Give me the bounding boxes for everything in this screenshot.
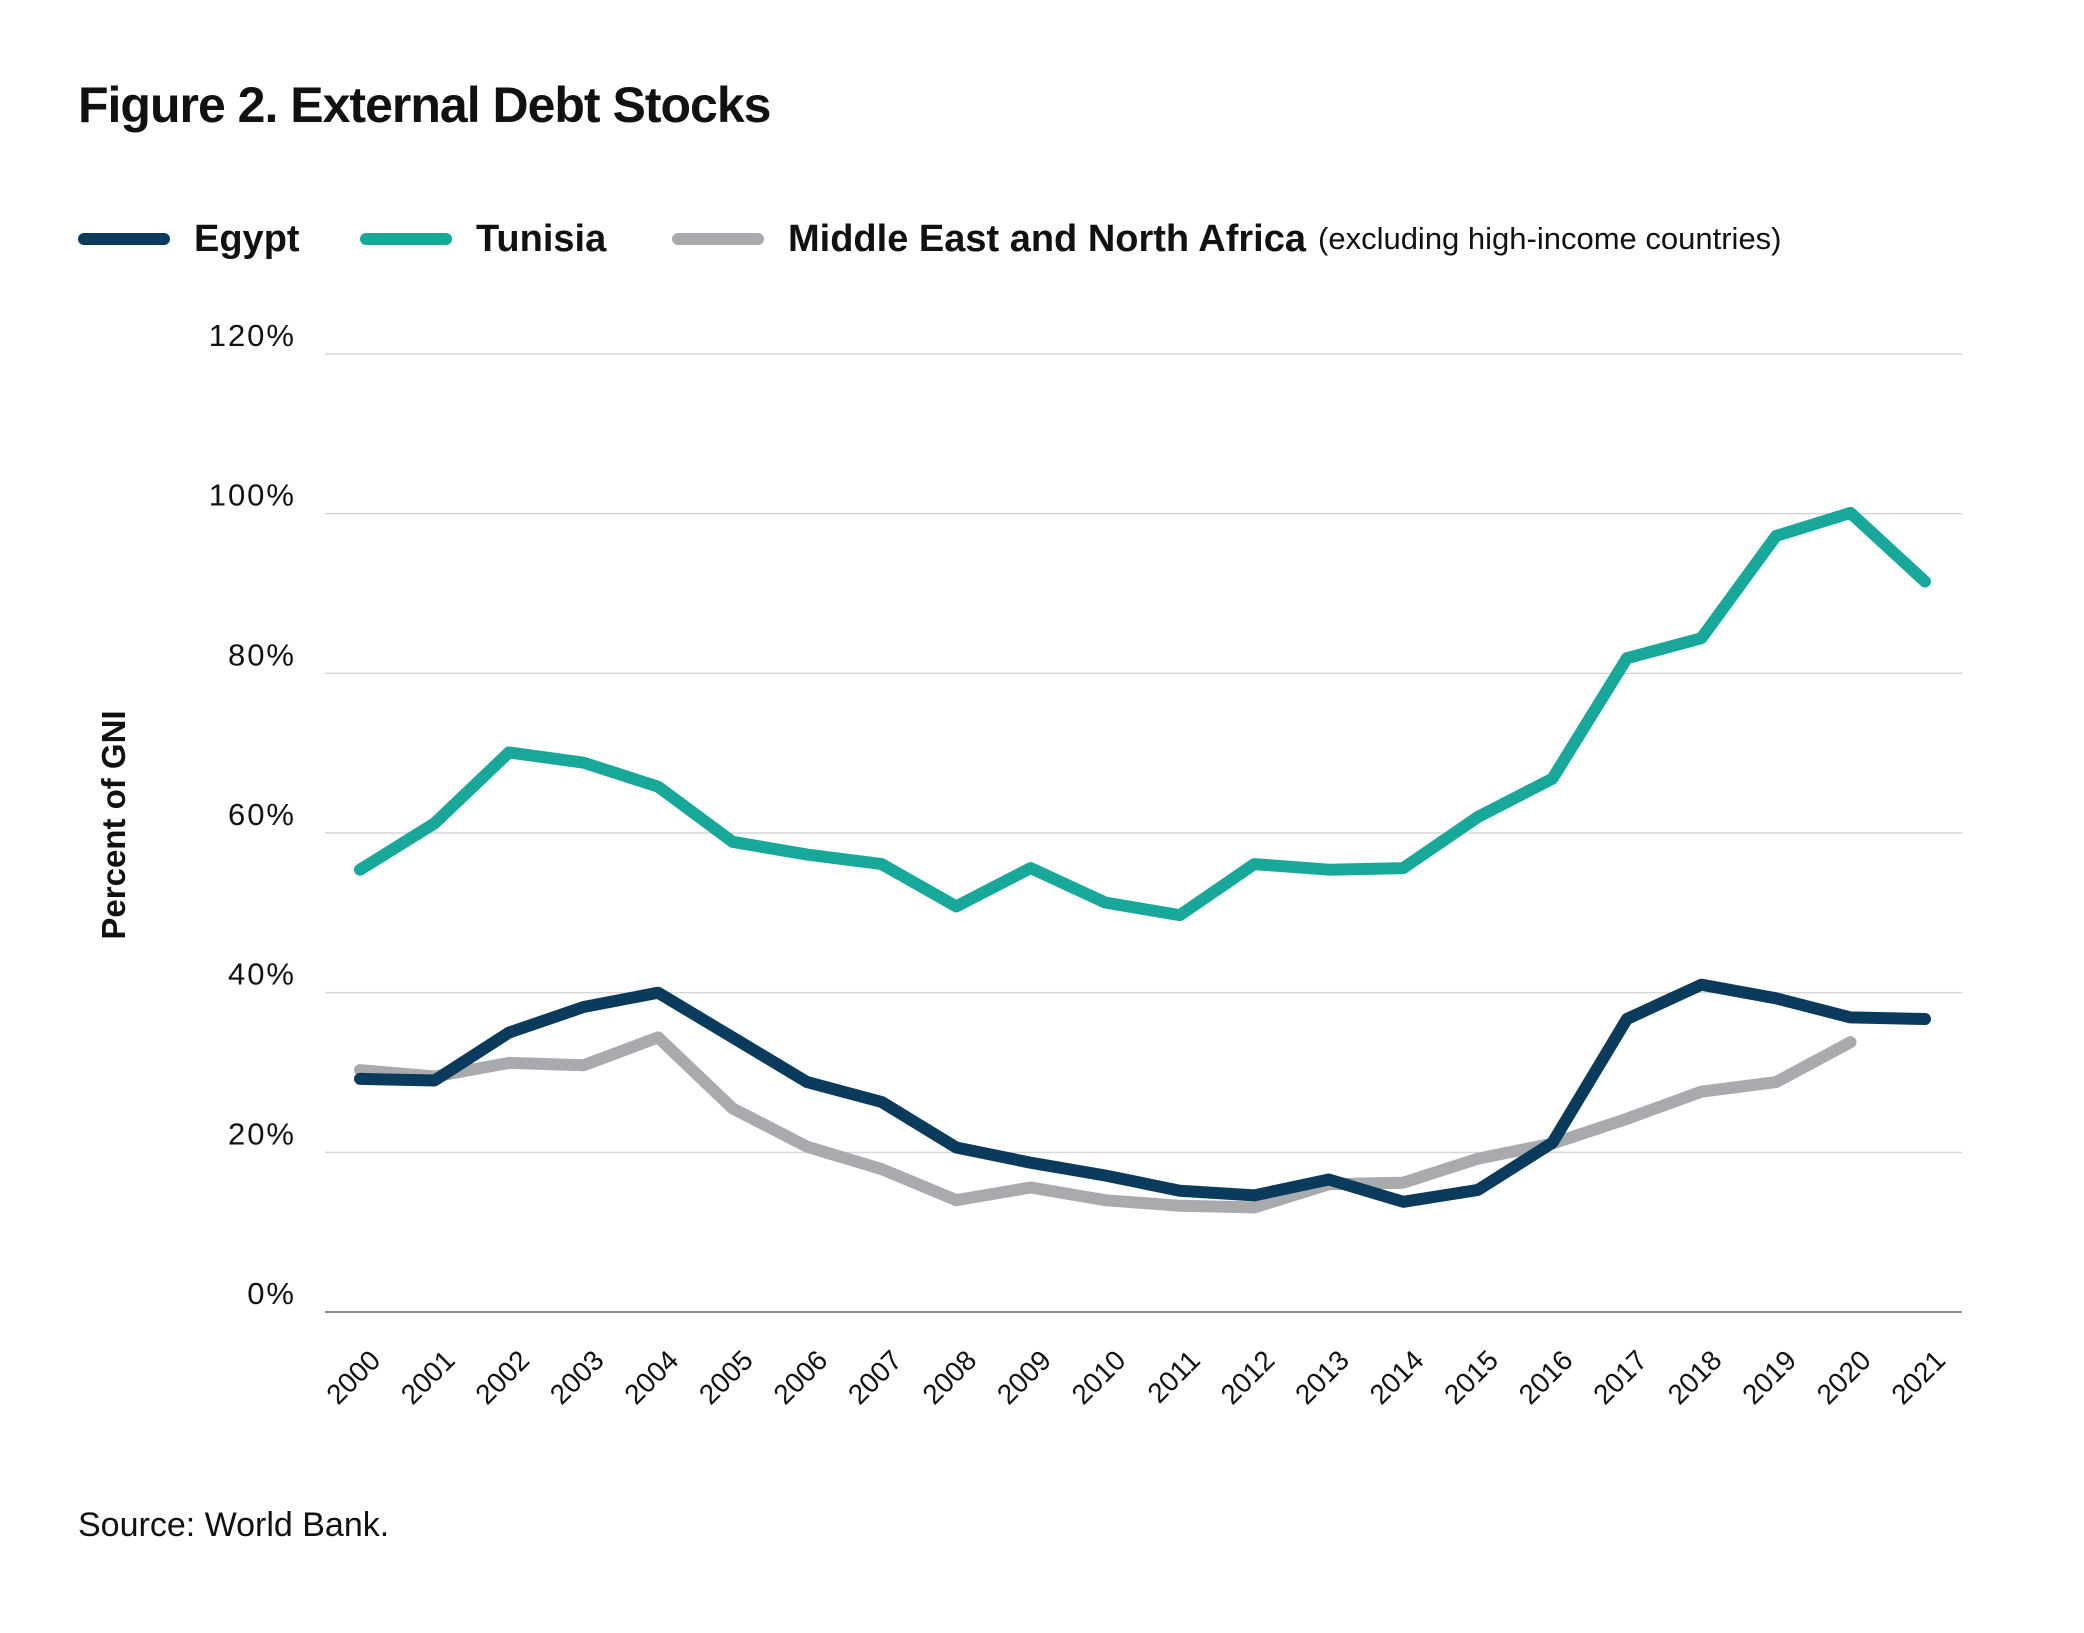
x-tick-label: 2016 bbox=[1513, 1344, 1579, 1410]
legend-item-egypt: Egypt bbox=[78, 214, 300, 264]
x-tick-label: 2007 bbox=[842, 1344, 908, 1410]
x-tick-label: 2015 bbox=[1438, 1344, 1504, 1410]
x-tick-label: 2001 bbox=[395, 1344, 461, 1410]
x-tick-label: 2013 bbox=[1289, 1344, 1355, 1410]
x-tick-label: 2002 bbox=[469, 1344, 535, 1410]
x-tick-label: 2011 bbox=[1142, 1344, 1207, 1409]
x-tick-label: 2012 bbox=[1215, 1344, 1281, 1410]
y-tick-label: 0% bbox=[247, 1276, 296, 1311]
x-axis-ticks: 2000 2001 2002 2003 2004 2005 2006 2007 2008 2009… bbox=[320, 1344, 1951, 1410]
x-tick-label: 2010 bbox=[1066, 1344, 1132, 1410]
y-tick-label: 100% bbox=[209, 478, 296, 513]
y-tick-label: 60% bbox=[228, 797, 296, 832]
x-tick-label: 2014 bbox=[1364, 1344, 1430, 1410]
series-line-egypt bbox=[354, 978, 1931, 1208]
y-axis-ticks: 0% 20% 40% 60% 80% 100% 120% bbox=[209, 318, 296, 1311]
x-tick-label: 2004 bbox=[618, 1344, 684, 1410]
y-tick-label: 120% bbox=[209, 318, 296, 353]
x-tick-label: 2008 bbox=[916, 1344, 982, 1410]
x-tick-label: 2006 bbox=[767, 1344, 833, 1410]
y-tick-label: 80% bbox=[228, 637, 296, 672]
legend: Egypt Tunisia Middle East and North Afri… bbox=[78, 214, 2028, 264]
x-tick-label: 2017 bbox=[1587, 1344, 1653, 1410]
legend-swatch-mena bbox=[672, 233, 764, 245]
series-lines bbox=[354, 506, 1931, 1214]
series-line-tunisia bbox=[354, 506, 1931, 922]
x-tick-label: 2003 bbox=[544, 1344, 610, 1410]
y-tick-label: 20% bbox=[228, 1116, 296, 1151]
legend-swatch-egypt bbox=[78, 233, 170, 245]
x-tick-label: 2005 bbox=[693, 1344, 759, 1410]
legend-label-egypt: Egypt bbox=[194, 217, 300, 260]
y-axis-label: Percent of GNI bbox=[95, 710, 132, 939]
series-line-mena bbox=[354, 1031, 1857, 1214]
legend-item-mena: Middle East and North Africa (excluding … bbox=[672, 214, 1782, 264]
legend-label-tunisia: Tunisia bbox=[476, 217, 607, 260]
legend-swatch-tunisia bbox=[360, 233, 452, 245]
legend-label-mena: Middle East and North Africa bbox=[788, 217, 1306, 260]
x-tick-label: 2021 bbox=[1885, 1344, 1951, 1410]
y-tick-label: 40% bbox=[228, 957, 296, 992]
legend-note-mena: (excluding high-income countries) bbox=[1318, 221, 1782, 256]
x-tick-label: 2019 bbox=[1736, 1344, 1802, 1410]
x-tick-label: 2020 bbox=[1811, 1344, 1877, 1410]
x-tick-label: 2018 bbox=[1662, 1344, 1728, 1410]
grid-lines bbox=[325, 353, 1962, 1313]
legend-item-tunisia: Tunisia bbox=[360, 214, 606, 264]
chart-title: Figure 2. External Debt Stocks bbox=[78, 77, 771, 133]
x-tick-label: 2009 bbox=[991, 1344, 1057, 1410]
source-note: Source: World Bank. bbox=[78, 1506, 390, 1544]
x-tick-label: 2000 bbox=[320, 1344, 386, 1410]
